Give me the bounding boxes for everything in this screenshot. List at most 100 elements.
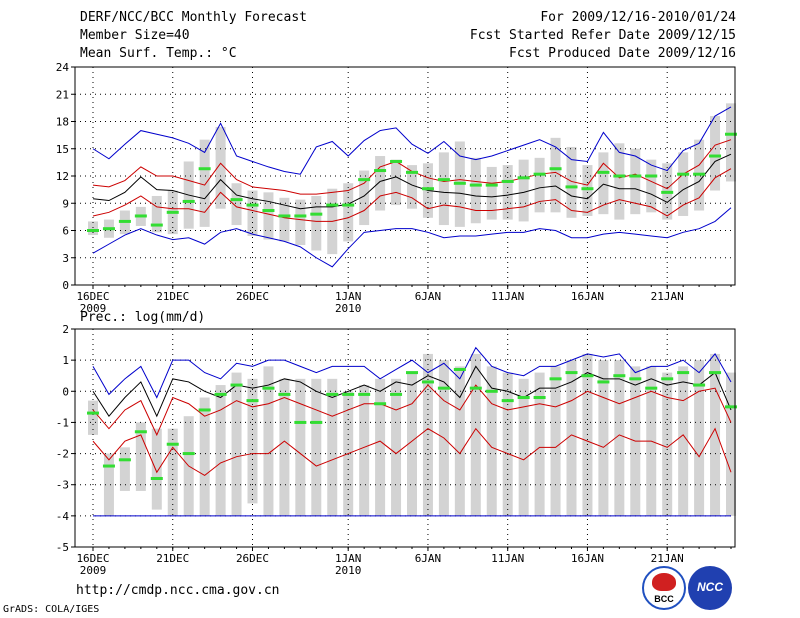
precip-variable-label: Prec.: log(mm/d): [80, 310, 206, 325]
median-mark: [246, 399, 259, 403]
ensemble-box: [263, 366, 274, 516]
refer-date: Fcst Started Refer Date 2009/12/15: [469, 28, 736, 43]
median-mark: [517, 396, 530, 400]
median-mark: [326, 203, 339, 207]
median-mark: [549, 377, 562, 381]
median-mark: [725, 132, 737, 136]
median-mark: [406, 170, 418, 174]
median-mark: [725, 405, 737, 409]
ensemble-box: [279, 378, 290, 516]
x-tick-year: 2009: [80, 564, 107, 577]
x-tick-label: 21JAN: [651, 290, 684, 303]
y-tick-label: 12: [56, 170, 69, 183]
median-mark: [278, 392, 291, 396]
median-mark: [437, 178, 450, 182]
ensemble-box: [199, 139, 210, 227]
median-mark: [565, 185, 578, 189]
ensemble-box: [215, 385, 226, 516]
ncc-logo-text: NCC: [697, 580, 723, 594]
ensemble-box: [151, 428, 162, 510]
x-tick-label: 16JAN: [571, 552, 604, 565]
chart-title: DERF/NCC/BCC Monthly Forecast: [80, 10, 307, 25]
ensemble-box: [215, 126, 226, 209]
ensemble-box: [375, 378, 386, 516]
x-tick-label: 6JAN: [415, 552, 442, 565]
ensemble-box: [295, 378, 306, 516]
y-tick-label: 21: [56, 88, 69, 101]
median-mark: [198, 167, 211, 171]
bcc-swirl-icon: [652, 573, 676, 591]
ensemble-box: [375, 156, 386, 211]
ensemble-box: [231, 372, 242, 516]
median-mark: [230, 383, 243, 387]
source-url[interactable]: http://cmdp.ncc.cma.gov.cn: [76, 583, 280, 598]
ensemble-box: [550, 137, 561, 213]
ensemble-box: [534, 157, 545, 213]
median-mark: [230, 198, 243, 202]
median-mark: [118, 458, 131, 462]
mean-line: [92, 153, 732, 210]
median-mark: [693, 383, 706, 387]
y-tick-label: -3: [56, 479, 69, 492]
ensemble-box: [88, 400, 98, 435]
median-mark: [581, 374, 594, 378]
median-mark: [565, 371, 578, 375]
y-tick-label: 15: [56, 143, 69, 156]
median-mark: [310, 212, 323, 216]
median-mark: [501, 179, 514, 183]
ensemble-box: [263, 192, 274, 240]
ensemble-box: [486, 166, 497, 220]
bcc-logo: BCC: [642, 566, 686, 610]
x-tick-label: 11JAN: [491, 290, 524, 303]
ensemble-box: [518, 378, 529, 516]
ensemble-box: [566, 146, 577, 218]
ensemble-box: [550, 366, 561, 516]
median-mark: [166, 210, 179, 214]
median-mark: [406, 371, 418, 375]
median-mark: [597, 170, 610, 174]
median-mark: [709, 154, 722, 158]
grads-credit: GrADS: COLA/IGES: [3, 604, 100, 615]
median-mark: [453, 367, 466, 371]
ensemble-box: [327, 378, 338, 516]
ensemble-box: [151, 195, 162, 233]
y-tick-label: 0: [62, 385, 69, 398]
forecast-period: For 2009/12/16-2010/01/24: [540, 10, 736, 25]
median-mark: [661, 190, 674, 194]
x-tick-year: 2010: [335, 564, 362, 577]
median-mark: [87, 411, 99, 415]
median-mark: [390, 392, 403, 396]
median-mark: [166, 442, 179, 446]
ensemble-box: [407, 372, 417, 516]
mean-line: [92, 365, 732, 418]
median-mark: [453, 181, 466, 185]
x-tick-label: 21JAN: [651, 552, 684, 565]
y-tick-label: 6: [62, 225, 69, 238]
y-tick-label: 3: [62, 252, 69, 265]
median-mark: [693, 172, 706, 176]
ensemble-box: [247, 190, 258, 236]
ensemble-box: [359, 385, 370, 516]
variable-label: Mean Surf. Temp.: °C: [80, 46, 237, 61]
y-tick-label: -4: [56, 510, 70, 523]
y-tick-label: 18: [56, 116, 69, 129]
x-tick-label: 11JAN: [491, 552, 524, 565]
ensemble-box: [135, 422, 146, 491]
lower-spread-line: [92, 168, 732, 222]
ensemble-box: [566, 360, 577, 516]
median-mark: [597, 380, 610, 384]
median-mark: [645, 386, 658, 390]
bcc-logo-text: BCC: [654, 594, 674, 604]
median-mark: [533, 172, 546, 176]
median-mark: [421, 380, 434, 384]
ensemble-box: [710, 353, 721, 516]
ensemble-box: [710, 116, 721, 191]
ensemble-box: [247, 378, 258, 504]
x-tick-label: 1JAN: [335, 552, 362, 565]
median-mark: [326, 392, 339, 396]
ensemble-box: [630, 148, 641, 215]
median-mark: [421, 187, 434, 191]
median-mark: [102, 227, 115, 231]
